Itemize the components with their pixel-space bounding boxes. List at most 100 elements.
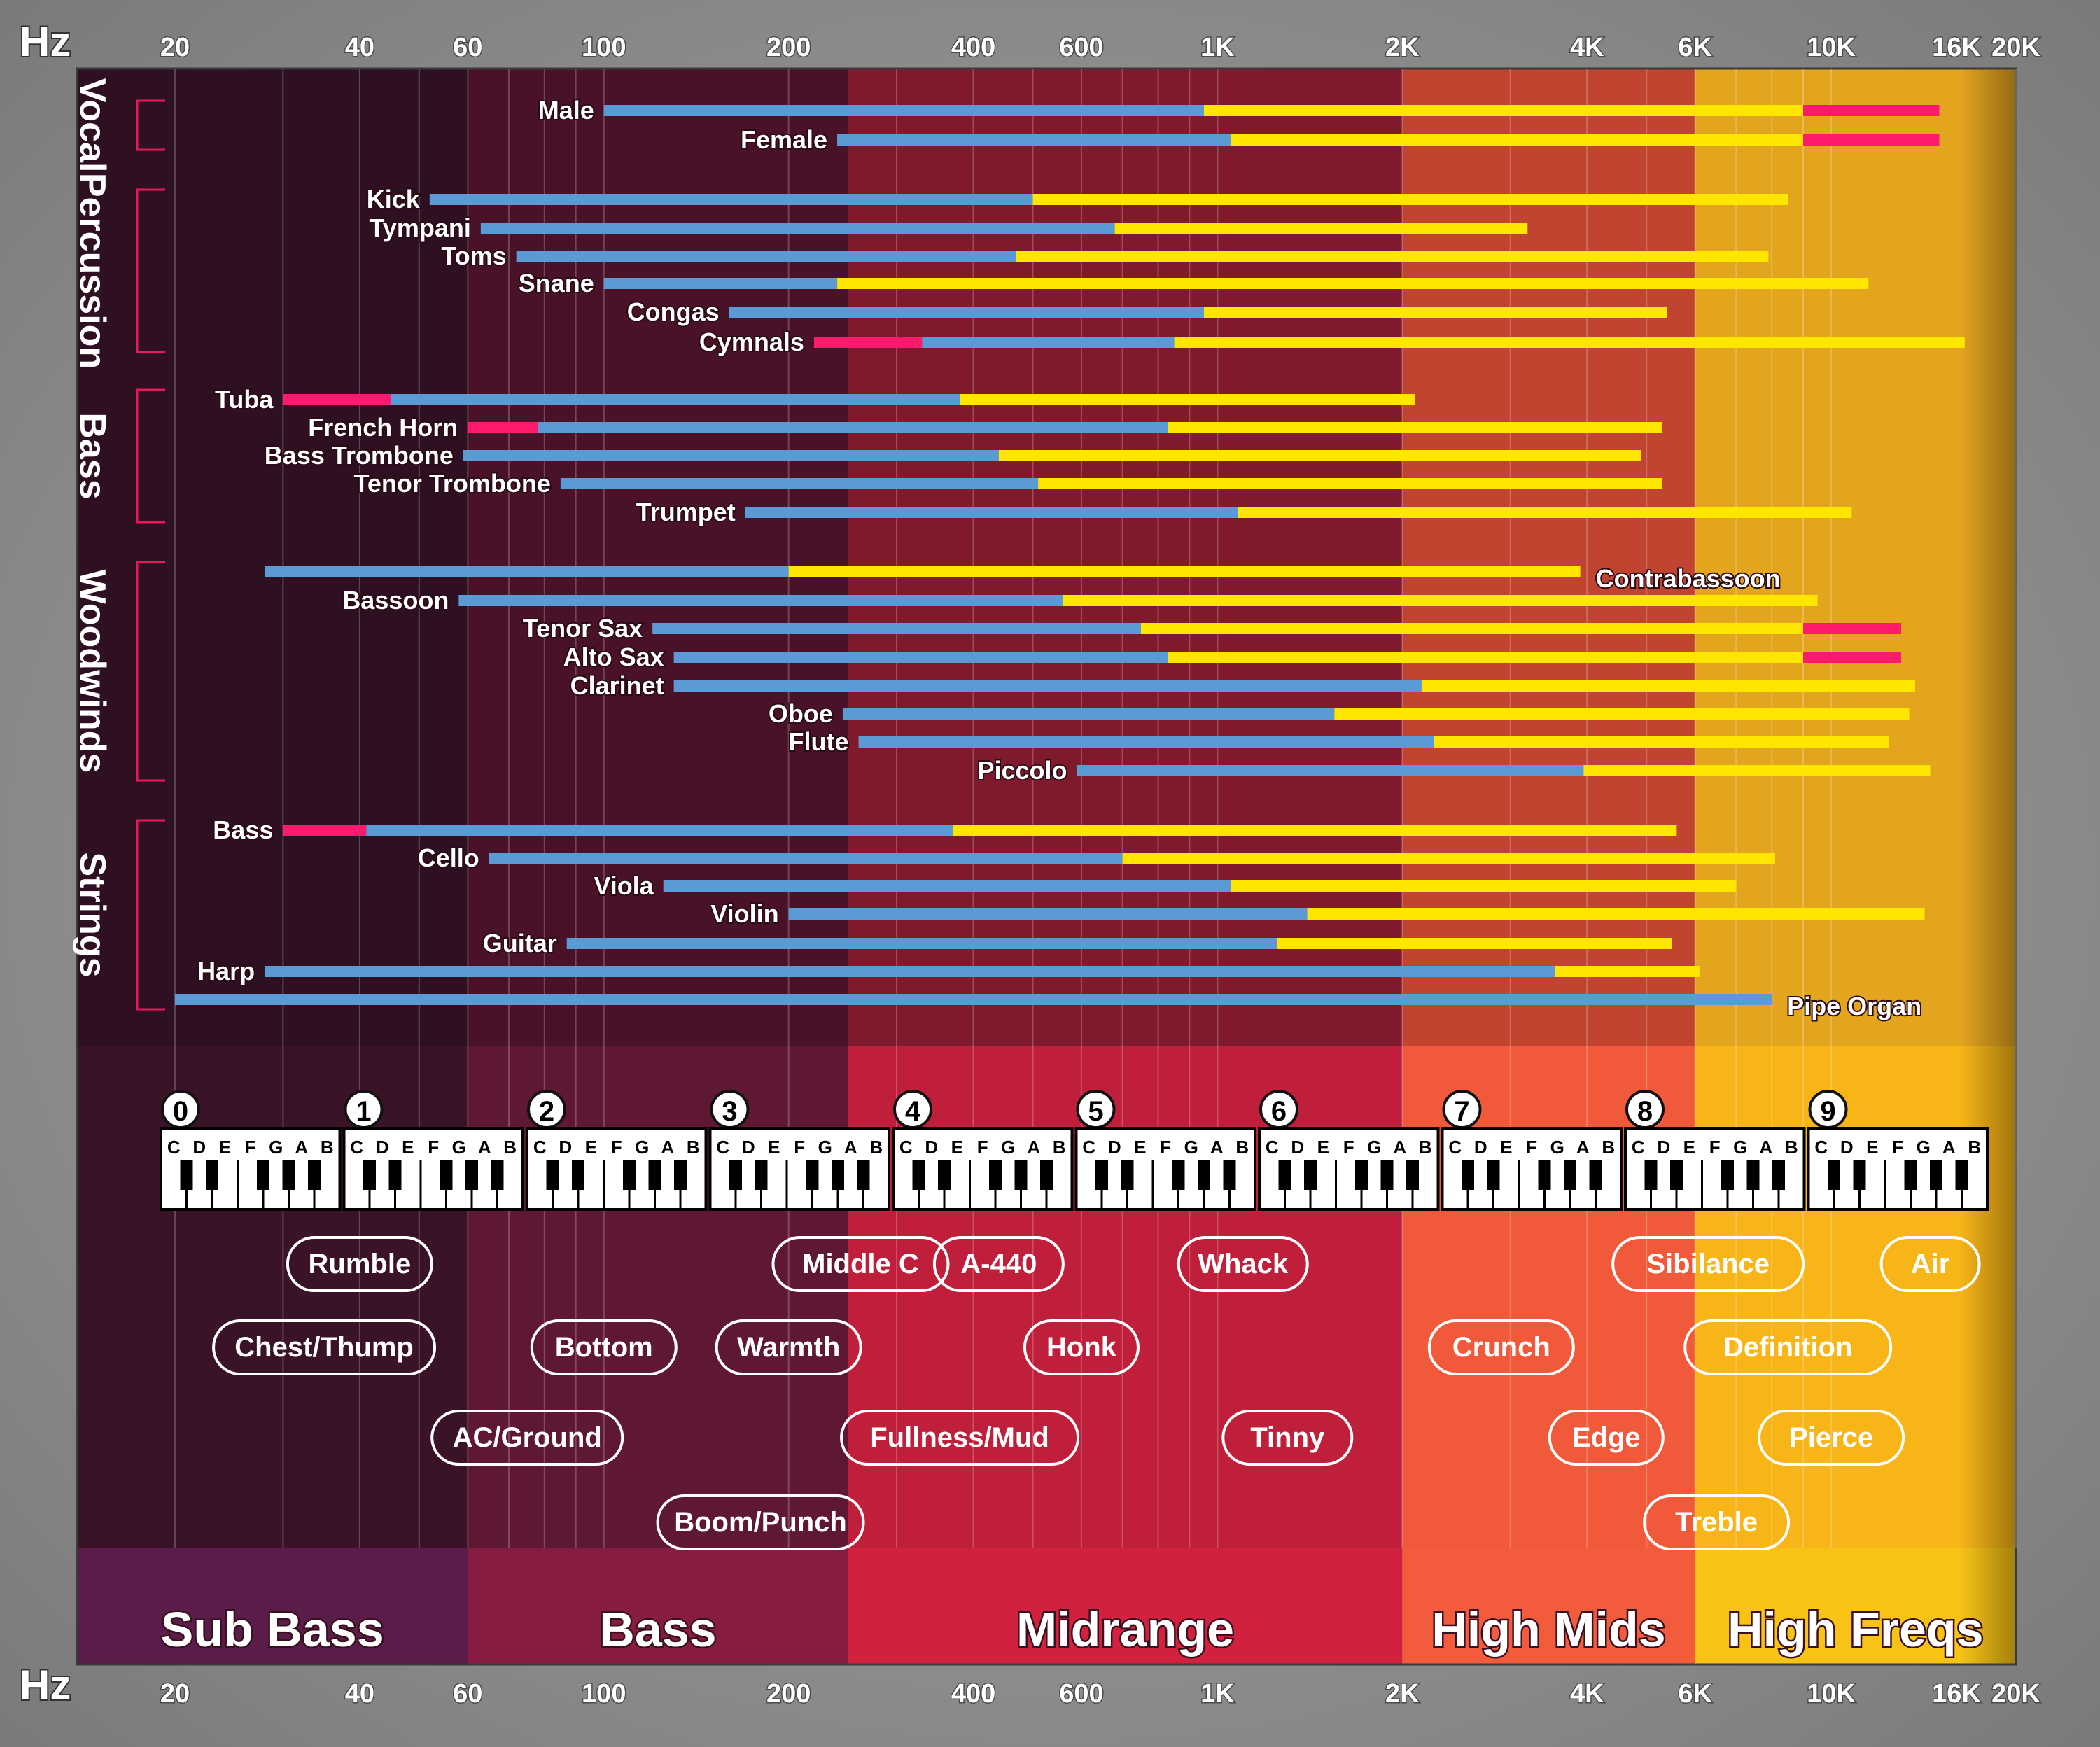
band-region-top [1402, 69, 1695, 1046]
x-tick-label: 400 [951, 1679, 995, 1709]
bar-segment-extended [1802, 134, 1940, 146]
black-key [1644, 1160, 1658, 1190]
bar-segment-fundamental [391, 394, 960, 405]
descriptor-pill [1643, 1494, 1791, 1550]
black-key [648, 1160, 662, 1190]
bar-segment-harmonics [1238, 507, 1852, 518]
bar-segment-fundamental [652, 623, 1141, 634]
note-letter: B [869, 1137, 883, 1158]
x-tick-label: 4K [1570, 1679, 1604, 1709]
black-key [180, 1160, 193, 1190]
instrument-label: Flute [789, 727, 849, 756]
x-tick-label: 20 [160, 33, 190, 62]
instrument-label: Pipe Organ [1787, 992, 1921, 1020]
note-letter: A [1942, 1137, 1956, 1158]
x-tick-label: 16K [1932, 1679, 1981, 1709]
descriptor-pill [1758, 1410, 1905, 1466]
black-key [546, 1160, 559, 1190]
group-label: Percussion [72, 173, 113, 369]
note-letter: E [768, 1137, 780, 1158]
black-key [1904, 1160, 1917, 1190]
note-letter: D [742, 1137, 755, 1158]
black-key [806, 1160, 819, 1190]
x-tick-label: 4K [1570, 33, 1604, 62]
note-letter: F [245, 1137, 256, 1158]
black-key [938, 1160, 951, 1190]
descriptor-label: A-440 [960, 1249, 1037, 1279]
bar-segment-harmonics [1016, 251, 1769, 262]
note-letter: A [295, 1137, 308, 1158]
x-tick-label: 100 [582, 1679, 626, 1709]
note-letter: E [219, 1137, 231, 1158]
band-region-bottom [848, 1548, 1403, 1664]
octave-number: 5 [1088, 1096, 1103, 1127]
bar-segment-fundamental [842, 708, 1335, 720]
instrument-label: Violin [710, 899, 778, 928]
note-letter: G [269, 1137, 283, 1158]
note-letter: F [1892, 1137, 1903, 1158]
note-letter: C [350, 1137, 363, 1158]
black-key [465, 1160, 478, 1190]
note-letter: E [585, 1137, 597, 1158]
x-tick-label: 2K [1385, 1679, 1420, 1709]
octave-number: 3 [722, 1096, 737, 1127]
band-labels: Sub Bass Bass Midrange High Mids High Freqs [159, 1601, 1985, 1659]
descriptor-label: Air [1911, 1249, 1950, 1279]
note-letter: E [1684, 1137, 1695, 1158]
bar-segment-fundamental [429, 194, 1033, 205]
bar-segment-fundamental [663, 880, 1231, 892]
band-label: Bass [599, 1602, 716, 1657]
instrument-label: Tuba [215, 385, 274, 414]
note-letter: E [1317, 1137, 1329, 1158]
note-letter: F [1160, 1137, 1171, 1158]
band-region-middle [77, 1046, 468, 1548]
bar-segment-harmonics [1434, 736, 1889, 748]
instrument-label: Clarinet [570, 671, 664, 700]
black-key [1278, 1160, 1292, 1190]
instrument-label: Bassoon [342, 586, 449, 615]
descriptor-pill [430, 1410, 624, 1466]
descriptor-pill [1548, 1410, 1665, 1466]
band-region-bottom [1402, 1548, 1695, 1664]
x-tick-label: 1K [1200, 33, 1235, 62]
descriptor-label: Honk [1046, 1332, 1117, 1363]
black-key [1380, 1160, 1394, 1190]
x-tick-label: 6K [1678, 33, 1712, 62]
x-tick-label: 400 [951, 33, 995, 62]
black-key [1304, 1160, 1317, 1190]
instrument-label: Harp [197, 957, 255, 985]
black-key [1930, 1160, 1942, 1190]
note-letter: F [611, 1137, 622, 1158]
group-bracket [136, 188, 165, 353]
band-region-top [468, 69, 848, 1046]
octave-number: 1 [356, 1096, 371, 1127]
note-letter: A [661, 1137, 674, 1158]
instrument-label: Alto Sax [564, 643, 664, 671]
bar-segment-fundamental [480, 223, 1115, 234]
bar-segment-extended [1802, 623, 1901, 634]
note-letter: E [951, 1137, 963, 1158]
bar-segment-harmonics [1032, 194, 1788, 205]
descriptor-pill [1222, 1410, 1354, 1466]
group-label: Strings [72, 852, 113, 977]
instrument-label: Bass [213, 815, 273, 844]
instrument-label: Viola [594, 871, 654, 900]
descriptor-label: Middle C [802, 1249, 919, 1279]
x-tick-label: 200 [766, 1679, 811, 1709]
x-tick-label: 16K [1932, 33, 1981, 62]
note-letter: C [167, 1137, 181, 1158]
octave-number: 4 [905, 1096, 921, 1127]
note-letter: A [1759, 1137, 1772, 1158]
descriptor-label: Bottom [555, 1332, 653, 1363]
black-key [440, 1160, 453, 1190]
descriptor-label: Tinny [1250, 1422, 1325, 1453]
bar-segment-harmonics [1231, 134, 1803, 146]
note-letter: B [1785, 1137, 1798, 1158]
instrument-label: Oboe [769, 699, 833, 728]
black-key [912, 1160, 925, 1190]
note-letter: A [1210, 1137, 1224, 1158]
descriptor-pill [212, 1319, 437, 1375]
bar-segment-harmonics [837, 278, 1869, 289]
